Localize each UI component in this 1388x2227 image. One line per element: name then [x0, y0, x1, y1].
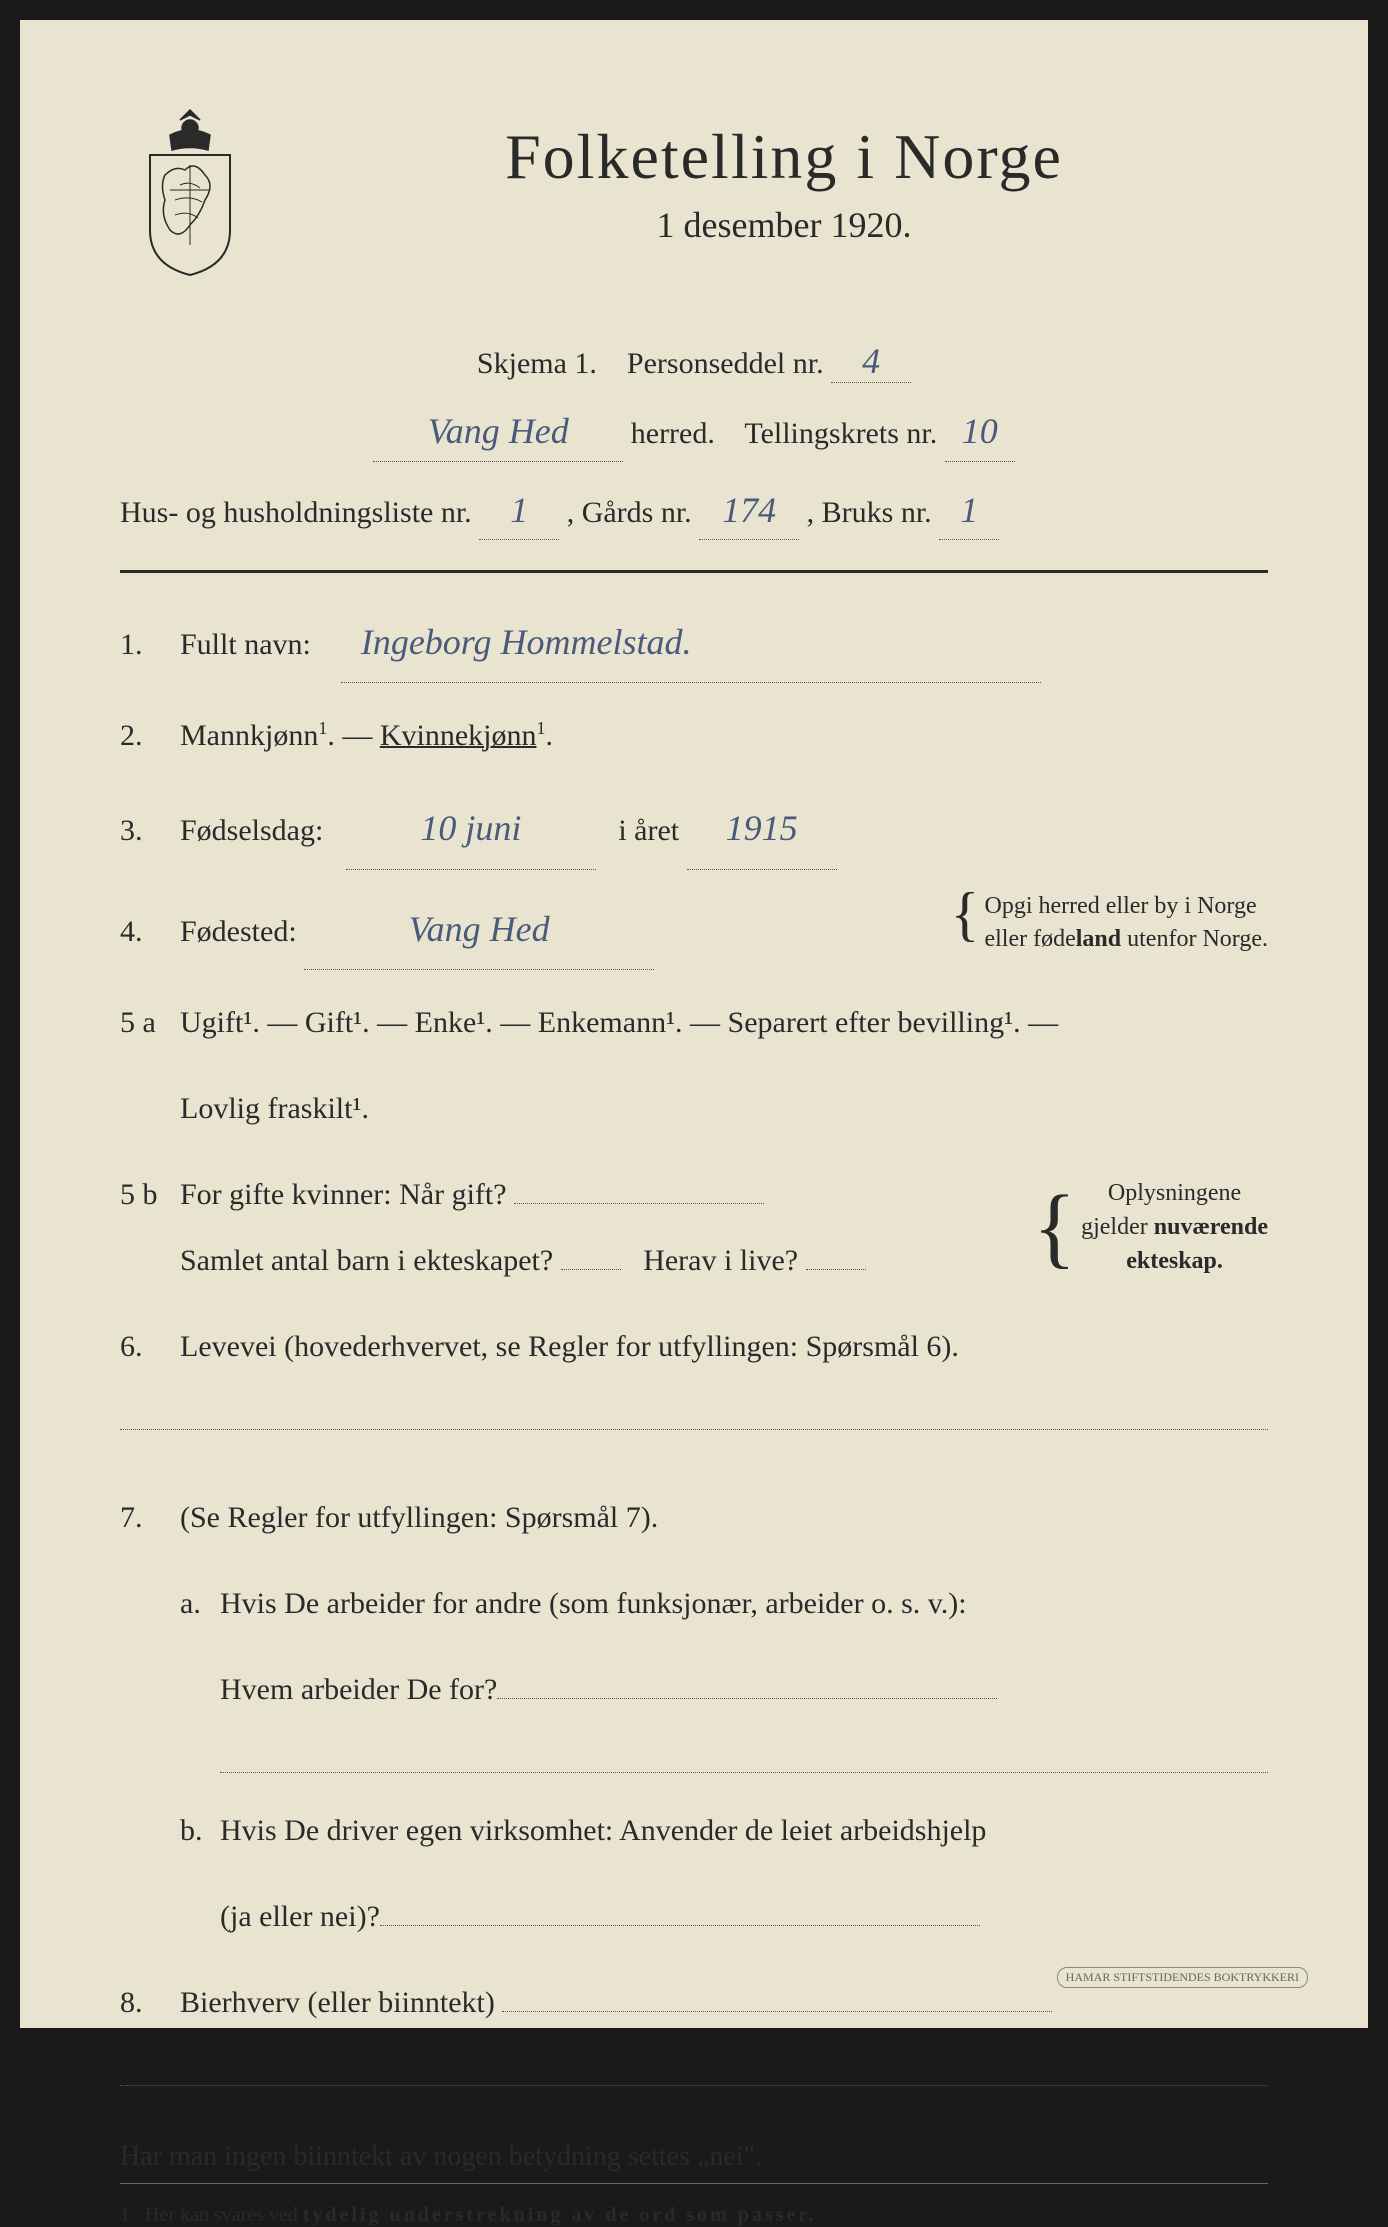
line-number-4: 4. — [120, 899, 180, 965]
husliste-label: Hus- og husholdningsliste nr. — [120, 496, 472, 529]
line-number-2: 2. — [120, 703, 180, 769]
form-label: Skjema 1. — [477, 347, 597, 380]
mannkjonn-label: Mannkjønn — [180, 719, 318, 752]
household-row: Hus- og husholdningsliste nr. 1 , Gårds … — [120, 482, 1268, 541]
q7-label: (Se Regler for utfyllingen: Spørsmål 7). — [180, 1485, 1268, 1551]
line-5a-cont: Lovlig fraskilt¹. — [120, 1076, 1268, 1142]
norwegian-coat-of-arms-icon — [120, 100, 260, 280]
line-5b: 5 b For gifte kvinner: Når gift? Samlet … — [120, 1162, 1268, 1294]
line-number-3: 3. — [120, 798, 180, 864]
line-1: 1. Fullt navn: Ingeborg Hommelstad. — [120, 603, 1268, 683]
tellingskrets-label: Tellingskrets nr. — [744, 417, 937, 450]
line-4: 4. Fødested: Vang Hed { Opgi herred elle… — [120, 890, 1268, 970]
q7b-question: (ja eller nei)? — [220, 1884, 380, 1950]
personseddel-value: 4 — [831, 340, 911, 383]
dotted-line — [120, 1400, 1268, 1430]
line-7b-q: (ja eller nei)? — [120, 1884, 1268, 1950]
bruks-value: 1 — [939, 482, 999, 541]
coat-of-arms-icon — [120, 100, 260, 280]
line-7a: a. Hvis De arbeider for andre (som funks… — [120, 1571, 1268, 1637]
kvinnekjonn-label: Kvinnekjønn — [380, 719, 537, 752]
line-number-8: 8. — [120, 1970, 180, 2036]
form-body: 1. Fullt navn: Ingeborg Hommelstad. 2. M… — [120, 603, 1268, 2086]
title-block: Folketelling i Norge 1 desember 1920. — [300, 100, 1268, 246]
livelihood-label: Levevei (hovederhvervet, se Regler for u… — [180, 1314, 1268, 1380]
census-document: Folketelling i Norge 1 desember 1920. Sk… — [20, 20, 1368, 2028]
bruks-label: , Bruks nr. — [807, 496, 932, 529]
dash: — — [342, 719, 380, 752]
line-7: 7. (Se Regler for utfyllingen: Spørsmål … — [120, 1485, 1268, 1551]
brace-icon: { — [1033, 1192, 1076, 1264]
personseddel-label: Personseddel nr. — [627, 347, 824, 380]
dotted-line — [120, 2056, 1268, 2086]
birthday-value: 10 juni — [346, 789, 596, 869]
marital-cont: Lovlig fraskilt¹. — [180, 1076, 369, 1142]
line-number-5a: 5 a — [120, 990, 180, 1056]
married-when-label: For gifte kvinner: Når gift? — [180, 1178, 507, 1211]
birthplace-note: Opgi herred eller by i Norge eller fødel… — [984, 890, 1268, 957]
gards-value: 174 — [699, 482, 799, 541]
children-alive-label: Herav i live? — [643, 1244, 798, 1277]
dotted-line — [220, 1743, 1268, 1773]
line-5a: 5 a Ugift¹. — Gift¹. — Enke¹. — Enkemann… — [120, 990, 1268, 1056]
main-title: Folketelling i Norge — [300, 120, 1268, 194]
tellingskrets-value: 10 — [945, 403, 1015, 462]
birthyear-value: 1915 — [687, 789, 837, 869]
year-label: i året — [618, 814, 679, 847]
horizontal-divider — [120, 570, 1268, 573]
document-header: Folketelling i Norge 1 desember 1920. — [120, 100, 1268, 280]
marriage-note: Oplysningene gjelder nuværende ekteskap. — [1081, 1177, 1268, 1278]
line-number-6: 6. — [120, 1314, 180, 1380]
footer-instruction: Har man ingen biinntekt av nogen betydni… — [120, 2126, 1268, 2173]
marital-options: Ugift¹. — Gift¹. — Enke¹. — Enkemann¹. —… — [180, 990, 1268, 1056]
herred-value: Vang Hed — [373, 403, 623, 462]
q7b-text: Hvis De driver egen virksomhet: Anvender… — [220, 1798, 986, 1864]
line-3: 3. Fødselsdag: 10 juni i året 1915 — [120, 789, 1268, 869]
letter-a: a. — [180, 1571, 220, 1637]
herred-row: Vang Hed herred. Tellingskrets nr. 10 — [120, 403, 1268, 462]
footnote: 1 Her kan svares ved tydelig understrekn… — [120, 2204, 1268, 2227]
husliste-value: 1 — [479, 482, 559, 541]
gards-label: , Gårds nr. — [567, 496, 692, 529]
q7a-text: Hvis De arbeider for andre (som funksjon… — [220, 1571, 967, 1637]
line-number-1: 1. — [120, 612, 180, 678]
birthplace-label: Fødested: — [180, 915, 297, 948]
footnote-text: Her kan svares ved — [145, 2204, 303, 2226]
fullname-value: Ingeborg Hommelstad. — [341, 603, 1041, 683]
footnote-number: 1 — [120, 2204, 130, 2226]
date-subtitle: 1 desember 1920. — [300, 204, 1268, 246]
secondary-income-label: Bierhverv (eller biinntekt) — [180, 1986, 495, 2019]
letter-b: b. — [180, 1798, 220, 1864]
line-number-7: 7. — [120, 1485, 180, 1551]
fullname-label: Fullt navn: — [180, 628, 311, 661]
line-7b: b. Hvis De driver egen virksomhet: Anven… — [120, 1798, 1268, 1864]
printer-mark: HAMAR STIFTSTIDENDES BOKTRYKKERI — [1057, 1967, 1308, 1988]
line-7a-q: Hvem arbeider De for? — [120, 1657, 1268, 1723]
footnote-bold: tydelig understrekning av de ord som pas… — [303, 2204, 817, 2226]
line-6: 6. Levevei (hovederhvervet, se Regler fo… — [120, 1314, 1268, 1380]
herred-label: herred. — [631, 417, 715, 450]
line-2: 2. Mannkjønn1. — Kvinnekjønn1. — [120, 703, 1268, 769]
birthdate-label: Fødselsdag: — [180, 814, 323, 847]
q7a-question: Hvem arbeider De for? — [220, 1657, 497, 1723]
children-total-label: Samlet antal barn i ekteskapet? — [180, 1244, 553, 1277]
birthplace-value: Vang Hed — [304, 890, 654, 970]
brace-icon: { — [951, 890, 980, 938]
form-header: Skjema 1. Personseddel nr. 4 — [120, 340, 1268, 383]
line-number-5b: 5 b — [120, 1162, 180, 1228]
